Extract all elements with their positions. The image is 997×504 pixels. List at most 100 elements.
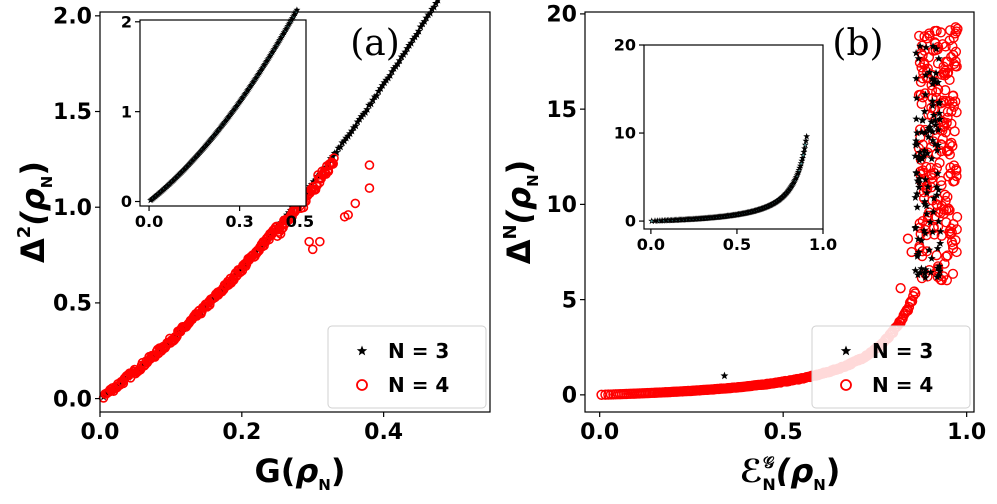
panel-a-ylabel: Δ2(ρN) [14,161,56,263]
series-n3-point [407,39,416,47]
series-n3-point [912,136,921,145]
series-n4-point [938,67,949,79]
series-n3-point [925,245,934,254]
series-n3-point [916,268,925,277]
series-n3-point [424,10,433,19]
series-n3-point [934,141,942,149]
series-n3-point [914,234,923,243]
series-n4-point [908,290,919,302]
series-n4-point [896,314,907,326]
series-n4-point [942,106,953,117]
series-n3-point [925,68,934,76]
series-n4-point [902,233,914,244]
series-n3-point [911,193,920,201]
series-n4-point [925,162,936,173]
series-n3-point [928,227,937,236]
panel-a-ytick-label: 2.0 [53,5,92,30]
xlabel-sub: N [762,475,775,494]
series-n3-point [934,78,942,86]
series-n4-point [936,274,947,286]
ylabel-sup: 2 [14,226,35,239]
series-n4-point [364,160,375,170]
inset-b-ytick-label: 10 [614,124,636,143]
series-n3-point [435,0,441,4]
xlabel-close: ) [826,452,841,490]
series-n4-point [951,26,962,37]
series-n3-point [917,264,926,273]
series-n3-point [334,144,343,152]
legend-box [811,325,971,409]
series-n4-point [275,229,286,239]
series-n3-point [935,267,944,275]
series-n3-point [363,105,372,113]
series-n3-point [349,123,358,132]
series-n3-point [923,149,932,157]
inset-b-point [802,137,810,144]
inset-b-markers [648,132,811,224]
inset-b-xtick-label: 1.0 [809,235,837,254]
inset-b-highlight [804,143,807,147]
legend-marker-n3 [356,345,368,356]
series-n3-point [914,54,923,62]
inset-b-ytick-label: 20 [614,36,636,55]
series-n3-point [920,197,929,205]
series-n3-point [914,248,923,256]
series-n3-point [336,142,345,151]
series-n3-point [922,43,930,51]
series-n3-point [926,218,935,226]
series-n3-point [933,146,942,154]
series-n3-point [922,201,931,210]
series-n3-point [936,227,945,235]
inset-b-highlight [650,219,653,223]
series-n4-point [947,41,958,52]
xlabel-sub: N [318,476,331,494]
series-n3-point [918,116,927,124]
series-n4-point [945,162,956,173]
series-n3-point [926,268,935,276]
series-n4-point [935,27,946,38]
series-n3-point [929,207,938,216]
panel-b-ytick-label: 10 [546,193,577,218]
series-n3-point [911,224,920,232]
series-n4-point [312,180,322,191]
series-n4-point [936,175,947,187]
inset-b-point [799,154,806,162]
series-n3-point [915,174,924,183]
inset-a-bg [140,20,306,206]
series-n3-point [935,271,944,279]
series-n3-point [426,9,435,17]
series-n3-point [932,182,941,191]
series-n3-point [931,116,940,124]
series-n4-point [921,246,932,257]
panel-b-ytick-label: 15 [546,98,577,123]
panel-b-ylabel: ΔN(ρN) [500,160,542,265]
series-n3-point [930,194,938,202]
series-n3-point [921,175,930,183]
panel-a-xtick-label: 0.2 [222,420,261,445]
series-n4-point [343,210,353,220]
inset-b-point [797,162,804,169]
series-n3-point [372,91,381,100]
panel-a-ytick-label: 1.5 [53,100,92,125]
series-n3-point [430,3,439,11]
panel-b-tag: (b) [832,23,883,64]
series-n4-point [600,389,611,400]
series-n4-markers [98,153,375,403]
panel-a-xlabel: G(ρN) [255,452,346,494]
ylabel-sup: N [500,224,521,239]
series-n3-point [913,139,922,148]
panel-b-xtick-label: 0.0 [580,420,619,445]
inset-b-point [801,145,808,152]
series-n4-point [950,56,961,67]
series-n3-point [911,151,920,160]
series-n3-point [932,44,941,53]
ylabel-var: (ρ [500,187,538,225]
series-n4-point [932,200,943,211]
series-n4-point [932,44,943,55]
ylabel-close: ) [500,160,538,175]
series-n4-point [944,96,955,107]
xlabel-main: ℰ [740,452,763,490]
series-n3-point [916,42,925,50]
series-n4-point [945,228,956,239]
series-n3-point [913,252,922,260]
